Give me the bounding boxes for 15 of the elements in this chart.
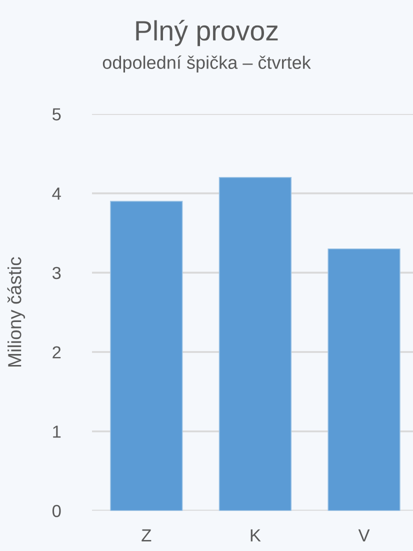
x-tick-label: K [250, 529, 261, 542]
bar [110, 200, 183, 511]
y-tick-label: 2 [52, 346, 61, 358]
y-tick-label: 4 [52, 188, 61, 200]
x-tick-label: Z [142, 529, 152, 542]
y-axis-title: Miliony částic [7, 257, 25, 367]
y-tick-label: 3 [52, 266, 61, 280]
chart-title: Plný provoz [136, 20, 278, 46]
x-tick-label: V [358, 529, 370, 542]
y-tick-label: 1 [53, 426, 61, 438]
bar [328, 248, 400, 511]
y-tick-label: 0 [52, 504, 61, 518]
bar [218, 177, 292, 511]
chart-subtitle: odpolední špička – čtvrtek [102, 55, 311, 73]
y-tick-label: 5 [52, 108, 61, 120]
